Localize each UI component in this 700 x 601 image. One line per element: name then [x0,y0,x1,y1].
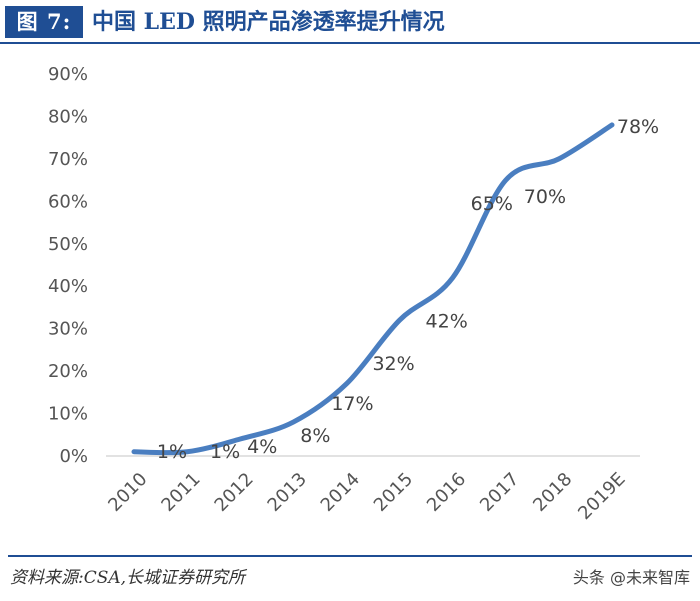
data-label: 8% [300,425,330,447]
source-note: 资料来源:CSA,长城证券研究所 [10,568,246,588]
x-tick-label: 2016 [423,469,470,516]
series-group [131,122,615,456]
x-tick-label: 2017 [476,469,523,516]
data-label: 1% [210,441,240,463]
y-tick-label: 20% [48,361,88,382]
footer-divider [8,555,692,557]
line-chart: 0%10%20%30%40%50%60%70%80%90% 2010 2011 20… [48,64,659,524]
x-tick-label: 2018 [529,469,576,516]
x-tick-label: 2010 [104,469,151,516]
data-label: 42% [426,311,468,333]
data-label: 17% [331,393,373,415]
figure-number-label: 图 7: [5,6,83,38]
y-tick-label: 70% [48,149,88,170]
x-tick-label: 2015 [370,469,417,516]
data-label: 1% [157,441,187,463]
y-axis: 0% 10% 20% 30% 40% 50% 60% 70% 80% 90% [48,64,88,467]
watermark: 头条 @未来智库 [572,568,690,587]
figure-header: 图 7: 中国 LED 照明产品渗透率提升情况 [0,0,700,46]
data-label: 78% [617,116,659,138]
y-tick-label: 90% [48,64,88,85]
data-label: 65% [471,193,513,215]
x-tick-label: 2013 [264,469,311,516]
x-tick-label: 2011 [157,469,204,516]
data-label: 4% [247,436,277,458]
x-tick-label: 2019E [574,469,629,524]
data-label: 70% [524,186,566,208]
y-tick-label: 0% [59,446,88,467]
x-axis: 2010 2011 2012 2013 2014 2015 2016 2017 20182019… [104,455,640,524]
y-tick-label: 10% [48,404,88,425]
x-tick-label: 2014 [317,469,364,516]
chart-title: 中国 LED 照明产品渗透率提升情况 [92,9,445,35]
y-tick-label: 30% [48,319,88,340]
y-tick-label: 50% [48,234,88,255]
series-line [131,122,615,456]
data-label: 32% [372,353,414,375]
chart-area: 0% 10% 20% 30% 40% 50% 60% 70% 80% 90% 2010 2011 20… [0,46,700,554]
y-tick-label: 80% [48,106,88,127]
data-labels: 1% 1% 4% 8%17% 32% 42% 65% 70% 78% [157,116,659,463]
x-tick-label: 2012 [211,469,258,516]
y-tick-label: 60% [48,191,88,212]
header-divider [0,42,700,44]
y-tick-label: 40% [48,276,88,297]
